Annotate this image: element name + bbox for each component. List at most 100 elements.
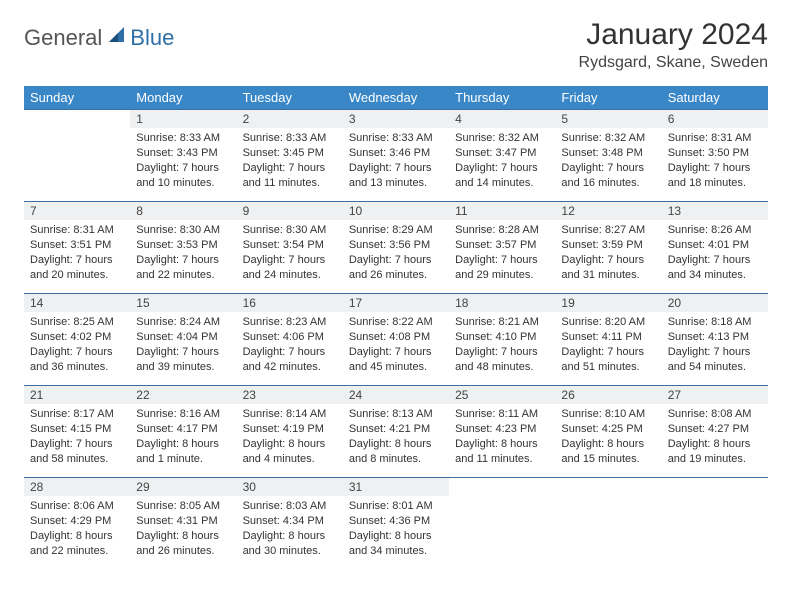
day-details: Sunrise: 8:10 AMSunset: 4:25 PMDaylight:… bbox=[555, 404, 661, 472]
day-details: Sunrise: 8:17 AMSunset: 4:15 PMDaylight:… bbox=[24, 404, 130, 472]
day-number: 13 bbox=[662, 202, 768, 220]
day-details: Sunrise: 8:24 AMSunset: 4:04 PMDaylight:… bbox=[130, 312, 236, 380]
sunrise-text: Sunrise: 8:32 AM bbox=[455, 131, 549, 146]
daylight-text: Daylight: 7 hours and 20 minutes. bbox=[30, 253, 124, 283]
day-details: Sunrise: 8:11 AMSunset: 4:23 PMDaylight:… bbox=[449, 404, 555, 472]
daylight-text: Daylight: 7 hours and 22 minutes. bbox=[136, 253, 230, 283]
daylight-text: Daylight: 7 hours and 42 minutes. bbox=[243, 345, 337, 375]
sunset-text: Sunset: 4:21 PM bbox=[349, 422, 443, 437]
daylight-text: Daylight: 7 hours and 48 minutes. bbox=[455, 345, 549, 375]
day-number bbox=[449, 478, 555, 496]
calendar-table: Sunday Monday Tuesday Wednesday Thursday… bbox=[24, 86, 768, 570]
day-details: Sunrise: 8:06 AMSunset: 4:29 PMDaylight:… bbox=[24, 496, 130, 564]
daylight-text: Daylight: 7 hours and 58 minutes. bbox=[30, 437, 124, 467]
sunrise-text: Sunrise: 8:30 AM bbox=[243, 223, 337, 238]
logo-sail-icon bbox=[106, 24, 128, 51]
day-number: 7 bbox=[24, 202, 130, 220]
daylight-text: Daylight: 8 hours and 15 minutes. bbox=[561, 437, 655, 467]
weekday-header: Friday bbox=[555, 86, 661, 110]
day-number: 26 bbox=[555, 386, 661, 404]
sunrise-text: Sunrise: 8:29 AM bbox=[349, 223, 443, 238]
day-number: 24 bbox=[343, 386, 449, 404]
day-number: 22 bbox=[130, 386, 236, 404]
sunset-text: Sunset: 3:53 PM bbox=[136, 238, 230, 253]
sunset-text: Sunset: 4:36 PM bbox=[349, 514, 443, 529]
calendar-cell: 6Sunrise: 8:31 AMSunset: 3:50 PMDaylight… bbox=[662, 110, 768, 202]
calendar-cell bbox=[662, 478, 768, 570]
daylight-text: Daylight: 7 hours and 24 minutes. bbox=[243, 253, 337, 283]
day-number bbox=[24, 110, 130, 128]
calendar-cell: 17Sunrise: 8:22 AMSunset: 4:08 PMDayligh… bbox=[343, 294, 449, 386]
daylight-text: Daylight: 7 hours and 16 minutes. bbox=[561, 161, 655, 191]
sunset-text: Sunset: 4:27 PM bbox=[668, 422, 762, 437]
sunrise-text: Sunrise: 8:10 AM bbox=[561, 407, 655, 422]
sunset-text: Sunset: 4:25 PM bbox=[561, 422, 655, 437]
sunset-text: Sunset: 4:29 PM bbox=[30, 514, 124, 529]
calendar-cell: 25Sunrise: 8:11 AMSunset: 4:23 PMDayligh… bbox=[449, 386, 555, 478]
day-details: Sunrise: 8:30 AMSunset: 3:53 PMDaylight:… bbox=[130, 220, 236, 288]
sunset-text: Sunset: 3:45 PM bbox=[243, 146, 337, 161]
day-details: Sunrise: 8:31 AMSunset: 3:50 PMDaylight:… bbox=[662, 128, 768, 196]
sunrise-text: Sunrise: 8:30 AM bbox=[136, 223, 230, 238]
day-number: 31 bbox=[343, 478, 449, 496]
calendar-cell: 30Sunrise: 8:03 AMSunset: 4:34 PMDayligh… bbox=[237, 478, 343, 570]
day-number: 18 bbox=[449, 294, 555, 312]
day-number: 15 bbox=[130, 294, 236, 312]
calendar-cell bbox=[555, 478, 661, 570]
day-number: 1 bbox=[130, 110, 236, 128]
sunset-text: Sunset: 4:02 PM bbox=[30, 330, 124, 345]
calendar-cell: 7Sunrise: 8:31 AMSunset: 3:51 PMDaylight… bbox=[24, 202, 130, 294]
calendar-cell bbox=[449, 478, 555, 570]
sunset-text: Sunset: 3:59 PM bbox=[561, 238, 655, 253]
day-number: 4 bbox=[449, 110, 555, 128]
sunrise-text: Sunrise: 8:20 AM bbox=[561, 315, 655, 330]
weekday-header: Tuesday bbox=[237, 86, 343, 110]
day-details: Sunrise: 8:08 AMSunset: 4:27 PMDaylight:… bbox=[662, 404, 768, 472]
sunrise-text: Sunrise: 8:16 AM bbox=[136, 407, 230, 422]
day-number: 3 bbox=[343, 110, 449, 128]
day-details: Sunrise: 8:03 AMSunset: 4:34 PMDaylight:… bbox=[237, 496, 343, 564]
sunrise-text: Sunrise: 8:23 AM bbox=[243, 315, 337, 330]
day-details: Sunrise: 8:33 AMSunset: 3:45 PMDaylight:… bbox=[237, 128, 343, 196]
sunset-text: Sunset: 3:43 PM bbox=[136, 146, 230, 161]
sunset-text: Sunset: 4:01 PM bbox=[668, 238, 762, 253]
sunset-text: Sunset: 3:57 PM bbox=[455, 238, 549, 253]
calendar-cell: 31Sunrise: 8:01 AMSunset: 4:36 PMDayligh… bbox=[343, 478, 449, 570]
sunset-text: Sunset: 4:15 PM bbox=[30, 422, 124, 437]
day-details: Sunrise: 8:14 AMSunset: 4:19 PMDaylight:… bbox=[237, 404, 343, 472]
sunrise-text: Sunrise: 8:22 AM bbox=[349, 315, 443, 330]
sunset-text: Sunset: 3:54 PM bbox=[243, 238, 337, 253]
day-number: 5 bbox=[555, 110, 661, 128]
day-number: 17 bbox=[343, 294, 449, 312]
day-number: 19 bbox=[555, 294, 661, 312]
calendar-week-row: 21Sunrise: 8:17 AMSunset: 4:15 PMDayligh… bbox=[24, 386, 768, 478]
daylight-text: Daylight: 7 hours and 39 minutes. bbox=[136, 345, 230, 375]
daylight-text: Daylight: 7 hours and 18 minutes. bbox=[668, 161, 762, 191]
sunrise-text: Sunrise: 8:14 AM bbox=[243, 407, 337, 422]
daylight-text: Daylight: 7 hours and 36 minutes. bbox=[30, 345, 124, 375]
daylight-text: Daylight: 7 hours and 51 minutes. bbox=[561, 345, 655, 375]
day-details: Sunrise: 8:29 AMSunset: 3:56 PMDaylight:… bbox=[343, 220, 449, 288]
calendar-cell: 27Sunrise: 8:08 AMSunset: 4:27 PMDayligh… bbox=[662, 386, 768, 478]
sunset-text: Sunset: 4:23 PM bbox=[455, 422, 549, 437]
sunrise-text: Sunrise: 8:21 AM bbox=[455, 315, 549, 330]
sunrise-text: Sunrise: 8:01 AM bbox=[349, 499, 443, 514]
logo-text-general: General bbox=[24, 25, 102, 51]
day-details: Sunrise: 8:13 AMSunset: 4:21 PMDaylight:… bbox=[343, 404, 449, 472]
day-details: Sunrise: 8:21 AMSunset: 4:10 PMDaylight:… bbox=[449, 312, 555, 380]
sunrise-text: Sunrise: 8:31 AM bbox=[30, 223, 124, 238]
calendar-cell: 10Sunrise: 8:29 AMSunset: 3:56 PMDayligh… bbox=[343, 202, 449, 294]
sunset-text: Sunset: 4:17 PM bbox=[136, 422, 230, 437]
calendar-cell: 12Sunrise: 8:27 AMSunset: 3:59 PMDayligh… bbox=[555, 202, 661, 294]
logo: General Blue bbox=[24, 24, 174, 51]
sunset-text: Sunset: 4:19 PM bbox=[243, 422, 337, 437]
daylight-text: Daylight: 8 hours and 8 minutes. bbox=[349, 437, 443, 467]
day-details: Sunrise: 8:27 AMSunset: 3:59 PMDaylight:… bbox=[555, 220, 661, 288]
sunset-text: Sunset: 4:06 PM bbox=[243, 330, 337, 345]
calendar-cell: 21Sunrise: 8:17 AMSunset: 4:15 PMDayligh… bbox=[24, 386, 130, 478]
sunrise-text: Sunrise: 8:13 AM bbox=[349, 407, 443, 422]
sunrise-text: Sunrise: 8:31 AM bbox=[668, 131, 762, 146]
day-details: Sunrise: 8:25 AMSunset: 4:02 PMDaylight:… bbox=[24, 312, 130, 380]
calendar-cell: 28Sunrise: 8:06 AMSunset: 4:29 PMDayligh… bbox=[24, 478, 130, 570]
day-number: 12 bbox=[555, 202, 661, 220]
